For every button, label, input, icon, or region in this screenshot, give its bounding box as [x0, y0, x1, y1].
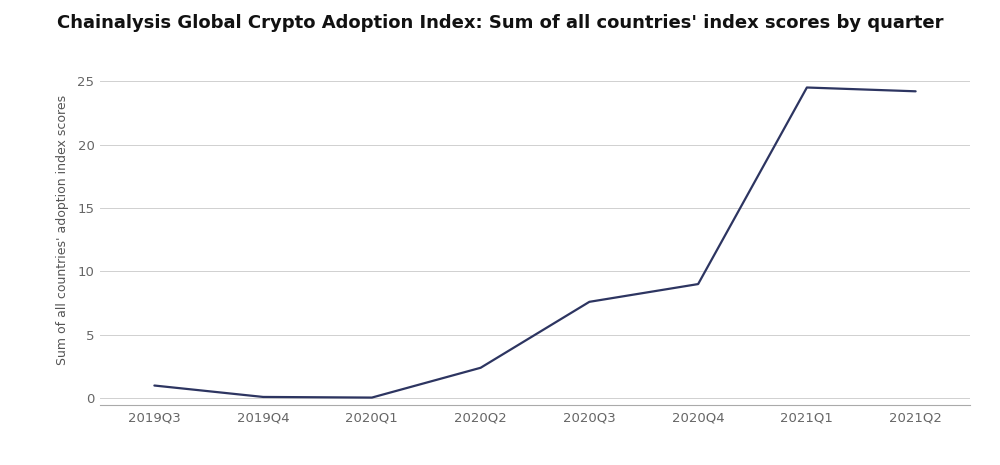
Text: Chainalysis Global Crypto Adoption Index: Sum of all countries' index scores by : Chainalysis Global Crypto Adoption Index…	[57, 14, 943, 32]
Y-axis label: Sum of all countries' adoption index scores: Sum of all countries' adoption index sco…	[56, 95, 69, 365]
